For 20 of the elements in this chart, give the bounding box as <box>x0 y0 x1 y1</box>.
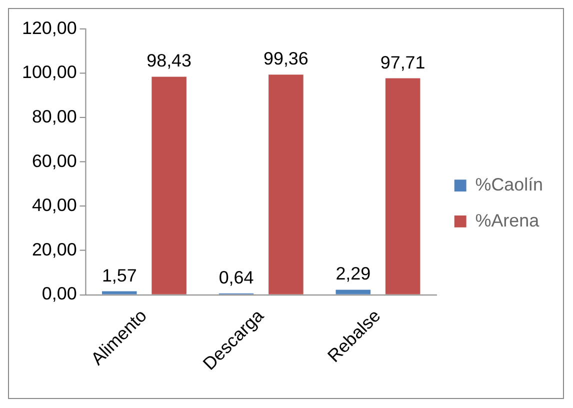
y-tick-label: 40,00 <box>32 195 77 216</box>
data-label: 97,71 <box>380 52 426 72</box>
bar <box>385 78 420 294</box>
y-tick-label: 100,00 <box>22 62 77 82</box>
bar <box>268 74 304 294</box>
y-tick-label: 120,00 <box>22 18 77 38</box>
y-tick-label: 0,00 <box>42 284 77 304</box>
bar <box>152 76 186 294</box>
data-label: 99,36 <box>264 48 308 69</box>
legend-label: %Arena <box>475 210 540 230</box>
y-tick-label: 20,00 <box>32 239 77 260</box>
legend-label: %Caolín <box>475 174 544 195</box>
y-tick-label: 80,00 <box>32 106 77 126</box>
y-tick-label: 60,00 <box>32 150 77 171</box>
data-label: 2,29 <box>336 264 371 284</box>
bar <box>336 290 371 294</box>
data-label: 98,43 <box>146 50 192 71</box>
data-label: 1,57 <box>102 265 137 286</box>
data-label: 0,64 <box>218 267 254 288</box>
bar <box>102 291 137 294</box>
